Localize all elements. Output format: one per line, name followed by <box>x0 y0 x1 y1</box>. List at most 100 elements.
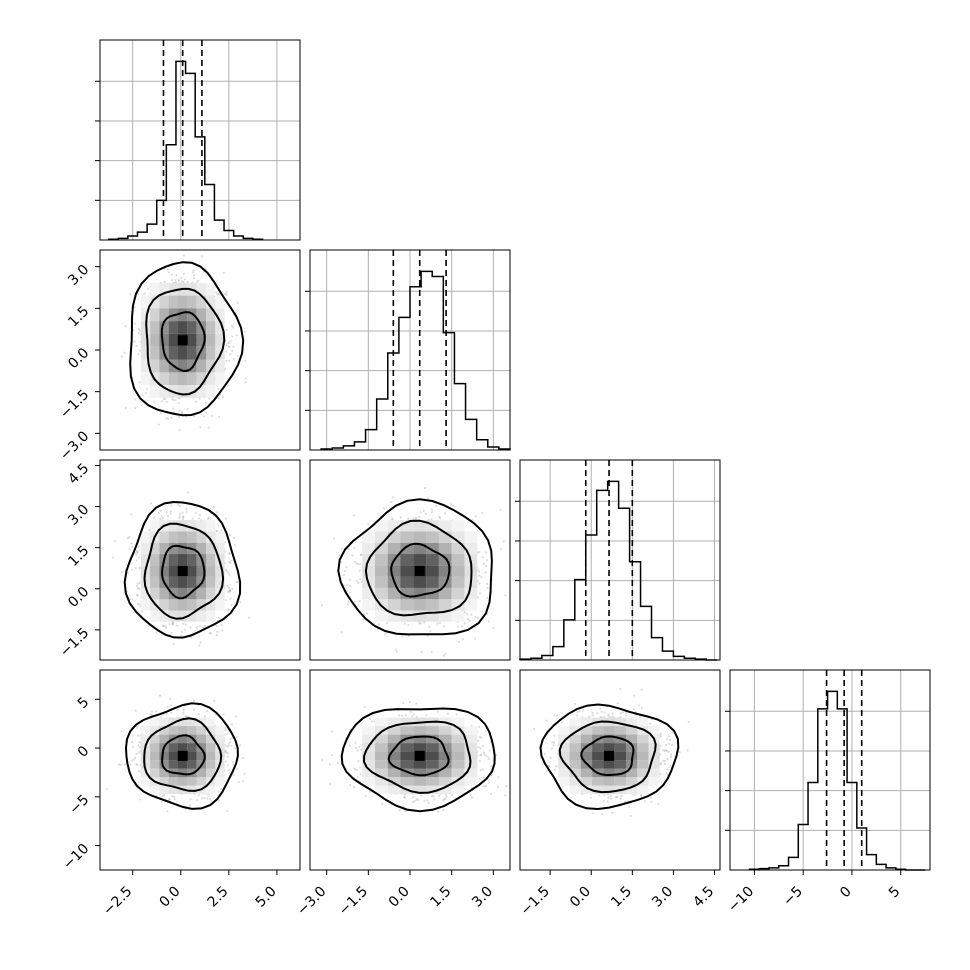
density-cell <box>187 346 197 360</box>
scatter-point <box>170 631 173 634</box>
density-cell <box>150 587 160 600</box>
density-cell <box>178 359 188 373</box>
density-cell <box>140 346 151 360</box>
density-cell <box>168 576 178 588</box>
scatter-point <box>479 592 482 595</box>
density-cell <box>150 359 160 373</box>
scatter-point <box>179 512 182 515</box>
density-cell <box>168 333 178 347</box>
density-cell <box>178 321 188 334</box>
scatter-point <box>124 407 127 410</box>
scatter-point <box>206 517 209 520</box>
scatter-point <box>135 584 138 588</box>
density-cell <box>168 520 178 532</box>
scatter-point <box>499 508 502 511</box>
scatter-point <box>170 416 173 419</box>
density-cell <box>168 565 178 577</box>
scatter-point <box>239 600 242 604</box>
scatter-point <box>221 629 224 632</box>
density-cell <box>168 554 178 566</box>
panel-frame <box>99 39 301 241</box>
scatter-point <box>189 626 192 629</box>
histogram-bars <box>320 270 511 450</box>
density-cell <box>159 372 169 385</box>
scatter-point <box>224 599 227 602</box>
scatter-point <box>130 568 133 572</box>
scatter-point <box>133 306 136 309</box>
scatter-point <box>172 398 175 401</box>
scatter-point <box>359 578 362 581</box>
density-cell <box>140 531 151 543</box>
scatter-point <box>333 537 336 540</box>
scatter-point <box>184 623 187 627</box>
scatter-point <box>385 621 388 625</box>
scatter-point <box>229 561 232 565</box>
scatter-point <box>191 517 194 520</box>
scatter-point <box>182 515 185 518</box>
scatter-point <box>141 610 144 613</box>
density-cell <box>159 385 169 398</box>
scatter-point <box>180 410 183 414</box>
scatter-point <box>144 392 147 395</box>
density-cell <box>187 576 197 588</box>
density-cell <box>187 295 197 309</box>
density-cell <box>168 372 178 385</box>
scatter-point <box>351 554 354 557</box>
scatter-point <box>177 503 180 506</box>
scatter-point <box>395 650 398 653</box>
scatter-point <box>198 397 201 400</box>
density-cell <box>215 599 225 611</box>
scatter-point <box>177 415 181 418</box>
scatter-point <box>227 571 230 574</box>
scatter-point <box>157 423 160 426</box>
panel-background <box>520 460 720 660</box>
density-cell <box>178 531 188 543</box>
density-cell <box>215 531 225 543</box>
density-cell <box>168 282 178 296</box>
density-cell <box>178 554 188 566</box>
scatter-point <box>136 594 139 597</box>
scatter-point <box>145 387 148 390</box>
scatter-point <box>183 278 187 281</box>
scatter-point <box>159 517 162 521</box>
scatter-point <box>208 397 211 400</box>
scatter-point <box>216 293 219 296</box>
scatter-point <box>171 622 174 625</box>
scatter-point <box>164 625 167 628</box>
scatter-point <box>183 628 187 631</box>
scatter-point <box>192 277 196 280</box>
density-cell <box>196 346 206 360</box>
density-cell <box>196 359 206 373</box>
scatter-point <box>202 415 205 418</box>
scatter-point <box>492 627 495 630</box>
density-cell <box>168 346 178 360</box>
scatter-point <box>162 398 166 401</box>
scatter-point <box>171 407 175 410</box>
density-peak <box>177 335 188 346</box>
scatter-point <box>185 507 188 511</box>
scatter-point <box>236 301 239 304</box>
scatter-point <box>175 274 178 277</box>
density-panel-3 <box>309 459 511 661</box>
scatter-point <box>232 326 235 329</box>
density-cell <box>159 359 169 373</box>
scatter-point <box>135 559 138 562</box>
scatter-point <box>474 515 478 518</box>
scatter-point <box>164 397 167 400</box>
scatter-point <box>353 600 356 604</box>
scatter-point <box>221 396 224 399</box>
scatter-point <box>182 517 185 521</box>
scatter-point <box>179 634 182 637</box>
scatter-point <box>231 349 234 352</box>
scatter-point <box>138 381 141 384</box>
density-cell <box>159 308 169 322</box>
scatter-point <box>225 291 228 294</box>
scatter-point <box>230 335 234 338</box>
scatter-point <box>203 624 206 628</box>
scatter-point <box>215 291 218 294</box>
density-cell <box>150 610 160 622</box>
scatter-point <box>153 400 156 403</box>
density-cell <box>187 385 197 398</box>
scatter-point <box>129 293 132 296</box>
density-cell <box>159 321 169 334</box>
